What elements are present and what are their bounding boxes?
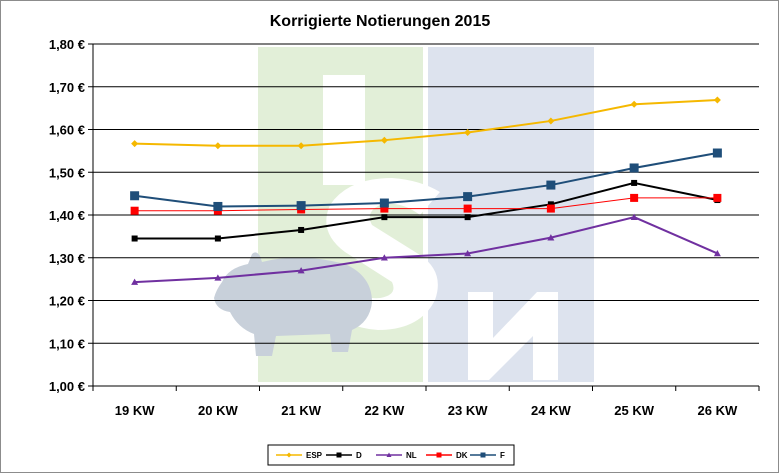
data-point-nl [214, 274, 222, 281]
data-point-f [296, 201, 306, 211]
data-point-esp [464, 128, 472, 136]
data-point-d [214, 235, 221, 242]
chart-title: Korrigierte Notierungen 2015 [270, 13, 491, 30]
data-point-nl [464, 249, 472, 257]
data-point-nl [547, 234, 555, 241]
x-tick-label: 23 KW [448, 403, 488, 418]
series-esp [131, 96, 721, 150]
y-tick-label: 1,70 € [49, 80, 85, 95]
data-point-dk [463, 204, 472, 213]
series-layer [130, 96, 722, 285]
data-point-esp [630, 100, 638, 108]
data-point-esp [131, 140, 139, 148]
data-point-nl [297, 267, 305, 274]
series-line-f [134, 152, 718, 208]
data-point-f [629, 163, 639, 173]
legend-label-dk: DK [456, 451, 468, 460]
data-point-dk [630, 193, 639, 202]
data-point-esp [547, 117, 555, 125]
legend-label-f: F [500, 451, 505, 460]
data-point-esp [297, 142, 305, 150]
x-tick-label: 19 KW [115, 403, 155, 418]
data-point-nl [630, 213, 638, 220]
x-tick-label: 26 KW [698, 403, 738, 418]
data-point-nl [131, 278, 139, 285]
legend-swatch-marker-esp [286, 452, 292, 458]
y-tick-label: 1,10 € [49, 336, 85, 351]
data-point-d [631, 179, 638, 186]
legend-swatch-marker-f [480, 452, 486, 458]
isn-logo-watermark [214, 47, 594, 382]
data-point-dk [546, 204, 555, 213]
data-point-d [131, 235, 138, 242]
x-tick-label: 24 KW [531, 403, 571, 418]
data-point-d [298, 226, 305, 233]
axis-layer: 1,00 € 1,10 € 1,20 € 1,30 € 1,40 € 1,50 € 1,60… [49, 37, 760, 418]
legend-swatch-marker-d [336, 452, 342, 458]
data-point-f [463, 192, 473, 202]
x-tick-label: 25 KW [614, 403, 654, 418]
watermark-pig-silhouette [214, 252, 372, 356]
legend-label-nl: NL [406, 451, 417, 460]
y-tick-label: 1,80 € [49, 37, 85, 52]
data-point-esp [214, 142, 222, 150]
watermark-letter-n [468, 292, 558, 380]
data-point-dk [130, 206, 139, 215]
chart-legend: ESP D NL DK F [267, 444, 515, 466]
y-tick-label: 1,50 € [49, 165, 85, 180]
data-point-esp [380, 136, 388, 144]
data-point-f [712, 148, 722, 158]
y-tick-label: 1,60 € [49, 123, 85, 138]
data-point-f [130, 191, 140, 201]
legend-swatch-marker-nl [386, 452, 392, 457]
series-line-d [134, 181, 718, 240]
series-line-dk [134, 197, 718, 212]
x-tick-label: 20 KW [198, 403, 238, 418]
series-line-nl [134, 216, 718, 284]
series-line-esp [134, 99, 718, 147]
data-point-f [379, 198, 389, 208]
y-tick-label: 1,20 € [49, 294, 85, 309]
data-point-nl [713, 249, 721, 257]
x-tick-label: 21 KW [281, 403, 321, 418]
x-tick-label: 22 KW [365, 403, 405, 418]
legend-swatch-marker-dk [436, 452, 442, 458]
data-point-dk [713, 193, 722, 202]
y-tick-label: 1,40 € [49, 208, 85, 223]
data-point-d [547, 201, 554, 208]
legend-label-esp: ESP [306, 451, 323, 460]
legend-label-d: D [356, 451, 362, 460]
data-point-f [546, 180, 556, 190]
grid-layer [93, 43, 759, 387]
data-point-d [381, 214, 388, 221]
data-point-nl [380, 254, 388, 261]
data-point-f [213, 201, 223, 211]
data-point-d [464, 214, 471, 221]
data-point-esp [713, 96, 721, 104]
series-nl [131, 213, 721, 285]
y-tick-label: 1,30 € [49, 251, 85, 266]
series-f [130, 148, 722, 211]
y-tick-label: 1,00 € [49, 379, 85, 394]
data-point-dk [380, 204, 389, 213]
